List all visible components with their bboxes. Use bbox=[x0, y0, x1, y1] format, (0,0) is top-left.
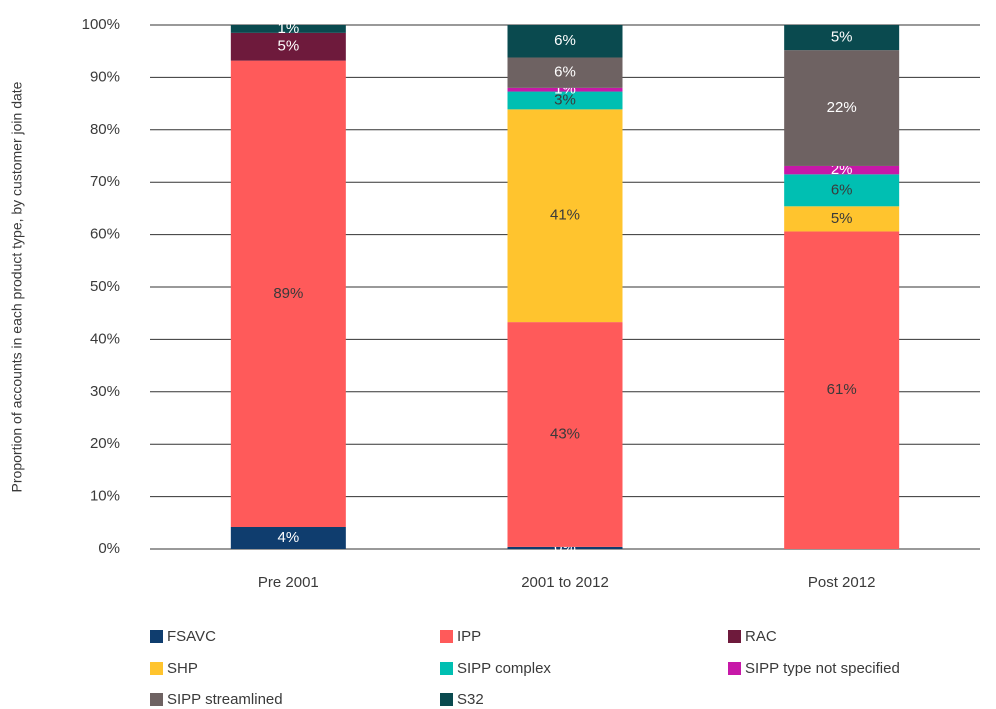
legend-swatch bbox=[440, 662, 453, 675]
y-tick-label: 60% bbox=[90, 226, 120, 243]
data-label: 43% bbox=[550, 425, 580, 442]
bar-segment bbox=[230, 32, 346, 61]
data-label: 61% bbox=[827, 381, 857, 398]
data-label: 5% bbox=[831, 210, 853, 227]
bar-segment bbox=[230, 526, 346, 549]
x-tick-label: Post 2012 bbox=[808, 574, 876, 591]
legend-swatch bbox=[440, 630, 453, 643]
bar-segment bbox=[230, 25, 346, 33]
bar-segment bbox=[784, 50, 900, 166]
legend-swatch bbox=[728, 662, 741, 675]
data-label: 22% bbox=[827, 99, 857, 116]
bar-segment bbox=[230, 60, 346, 527]
bar-segment bbox=[507, 57, 623, 88]
data-label: 41% bbox=[550, 207, 580, 224]
data-label: 6% bbox=[554, 64, 576, 81]
data-label: 3% bbox=[554, 91, 576, 108]
data-label: 5% bbox=[831, 29, 853, 46]
legend-label: FSAVC bbox=[167, 628, 216, 645]
y-tick-label: 70% bbox=[90, 173, 120, 190]
bar-segment bbox=[507, 322, 623, 547]
y-tick-label: 10% bbox=[90, 488, 120, 505]
legend-label: S32 bbox=[457, 691, 484, 708]
y-tick-label: 80% bbox=[90, 121, 120, 138]
y-tick-label: 90% bbox=[90, 68, 120, 85]
y-axis-label: Proportion of accounts in each product t… bbox=[9, 81, 25, 492]
data-label: 6% bbox=[831, 181, 853, 198]
legend-swatch bbox=[150, 693, 163, 706]
bar-segment bbox=[784, 25, 900, 51]
y-tick-label: 30% bbox=[90, 383, 120, 400]
legend-label: IPP bbox=[457, 628, 481, 645]
bar-segment bbox=[784, 206, 900, 232]
data-label: 5% bbox=[277, 38, 299, 55]
bar-segment bbox=[784, 165, 900, 175]
bar-segment bbox=[507, 91, 623, 110]
data-label: 6% bbox=[554, 32, 576, 49]
bar-segment bbox=[507, 109, 623, 323]
legend-label: SHP bbox=[167, 660, 198, 677]
bar-segment bbox=[507, 25, 623, 58]
legend-swatch bbox=[440, 693, 453, 706]
y-tick-label: 50% bbox=[90, 278, 120, 295]
data-label: 1% bbox=[277, 20, 299, 37]
y-tick-label: 40% bbox=[90, 330, 120, 347]
data-label: 89% bbox=[273, 285, 303, 302]
legend-swatch bbox=[728, 630, 741, 643]
x-tick-label: 2001 to 2012 bbox=[521, 574, 609, 591]
legend-swatch bbox=[150, 662, 163, 675]
bar-segment bbox=[507, 546, 623, 549]
legend-swatch bbox=[150, 630, 163, 643]
legend-label: RAC bbox=[745, 628, 777, 645]
legend-label: SIPP complex bbox=[457, 660, 551, 677]
legend-label: SIPP streamlined bbox=[167, 691, 283, 708]
bar-segment bbox=[784, 174, 900, 207]
y-tick-label: 20% bbox=[90, 435, 120, 452]
data-label: 4% bbox=[277, 529, 299, 546]
y-tick-label: 100% bbox=[82, 16, 120, 33]
x-tick-label: Pre 2001 bbox=[258, 574, 319, 591]
legend-label: SIPP type not specified bbox=[745, 660, 900, 677]
y-tick-label: 0% bbox=[98, 540, 120, 557]
bar-segment bbox=[784, 231, 900, 549]
bar-segment bbox=[507, 87, 623, 92]
